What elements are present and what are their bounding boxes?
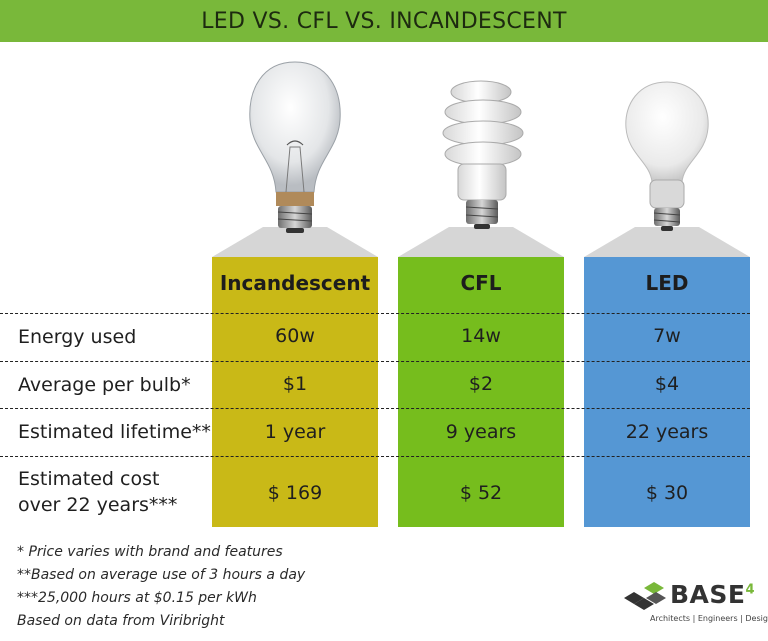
column-header-led: LED: [645, 271, 689, 295]
cfl-lifetime: 9 years: [445, 421, 517, 443]
row-label-cost-line2: over 22 years***: [18, 494, 178, 516]
column-header-cfl: CFL: [460, 271, 502, 295]
cfl-cost: $ 52: [459, 482, 503, 504]
incandescent-column: Incandescent 60w $1 1 year $ 169: [212, 257, 378, 527]
incandescent-cost: $ 169: [267, 482, 323, 504]
incandescent-price: $1: [282, 373, 308, 395]
base4-logo-icon: [624, 582, 666, 610]
incandescent-energy: 60w: [275, 325, 315, 347]
led-bulb-icon: [584, 81, 750, 257]
cfl-energy: 14w: [461, 325, 501, 347]
row-label-price: Average per bulb*: [18, 374, 191, 396]
cfl-price: $2: [468, 373, 494, 395]
led-column: LED 7w $4 22 years $ 30: [584, 257, 750, 527]
cfl-bulb-icon: [398, 80, 564, 257]
row-label-energy: Energy used: [18, 326, 137, 348]
logo-sup: 4: [745, 582, 756, 598]
led-bulb-area: [584, 42, 750, 257]
led-cost: $ 30: [645, 482, 689, 504]
incandescent-lifetime: 1 year: [264, 421, 326, 443]
row-label-cost-line1: Estimated cost: [18, 468, 160, 490]
footnote-hours: ***25,000 hours at $0.15 per kWh: [17, 590, 257, 606]
led-lifetime: 22 years: [625, 421, 709, 443]
title-bar: LED VS. CFL VS. INCANDESCENT: [0, 0, 768, 42]
footnote-source: Based on data from Viribright: [17, 613, 225, 629]
footnote-usage: **Based on average use of 3 hours a day: [17, 567, 306, 583]
row-divider: [0, 408, 750, 409]
cfl-bulb-area: [398, 42, 564, 257]
base4-logo: BASE4 Architects | Engineers | Designers: [620, 578, 768, 638]
column-header-incandescent: Incandescent: [219, 271, 371, 295]
row-divider: [0, 361, 750, 362]
led-energy: 7w: [653, 325, 681, 347]
row-divider: [0, 456, 750, 457]
row-label-lifetime: Estimated lifetime**: [18, 421, 211, 443]
logo-tagline: Architects | Engineers | Designers: [650, 614, 768, 623]
incandescent-bulb-area: [212, 42, 378, 257]
footnote-price: * Price varies with brand and features: [17, 544, 283, 560]
row-divider: [0, 313, 750, 314]
led-price: $4: [654, 373, 680, 395]
logo-name: BASE: [670, 580, 746, 609]
page-title: LED VS. CFL VS. INCANDESCENT: [201, 8, 567, 34]
incandescent-bulb-icon: [212, 61, 378, 257]
cfl-column: CFL 14w $2 9 years $ 52: [398, 257, 564, 527]
